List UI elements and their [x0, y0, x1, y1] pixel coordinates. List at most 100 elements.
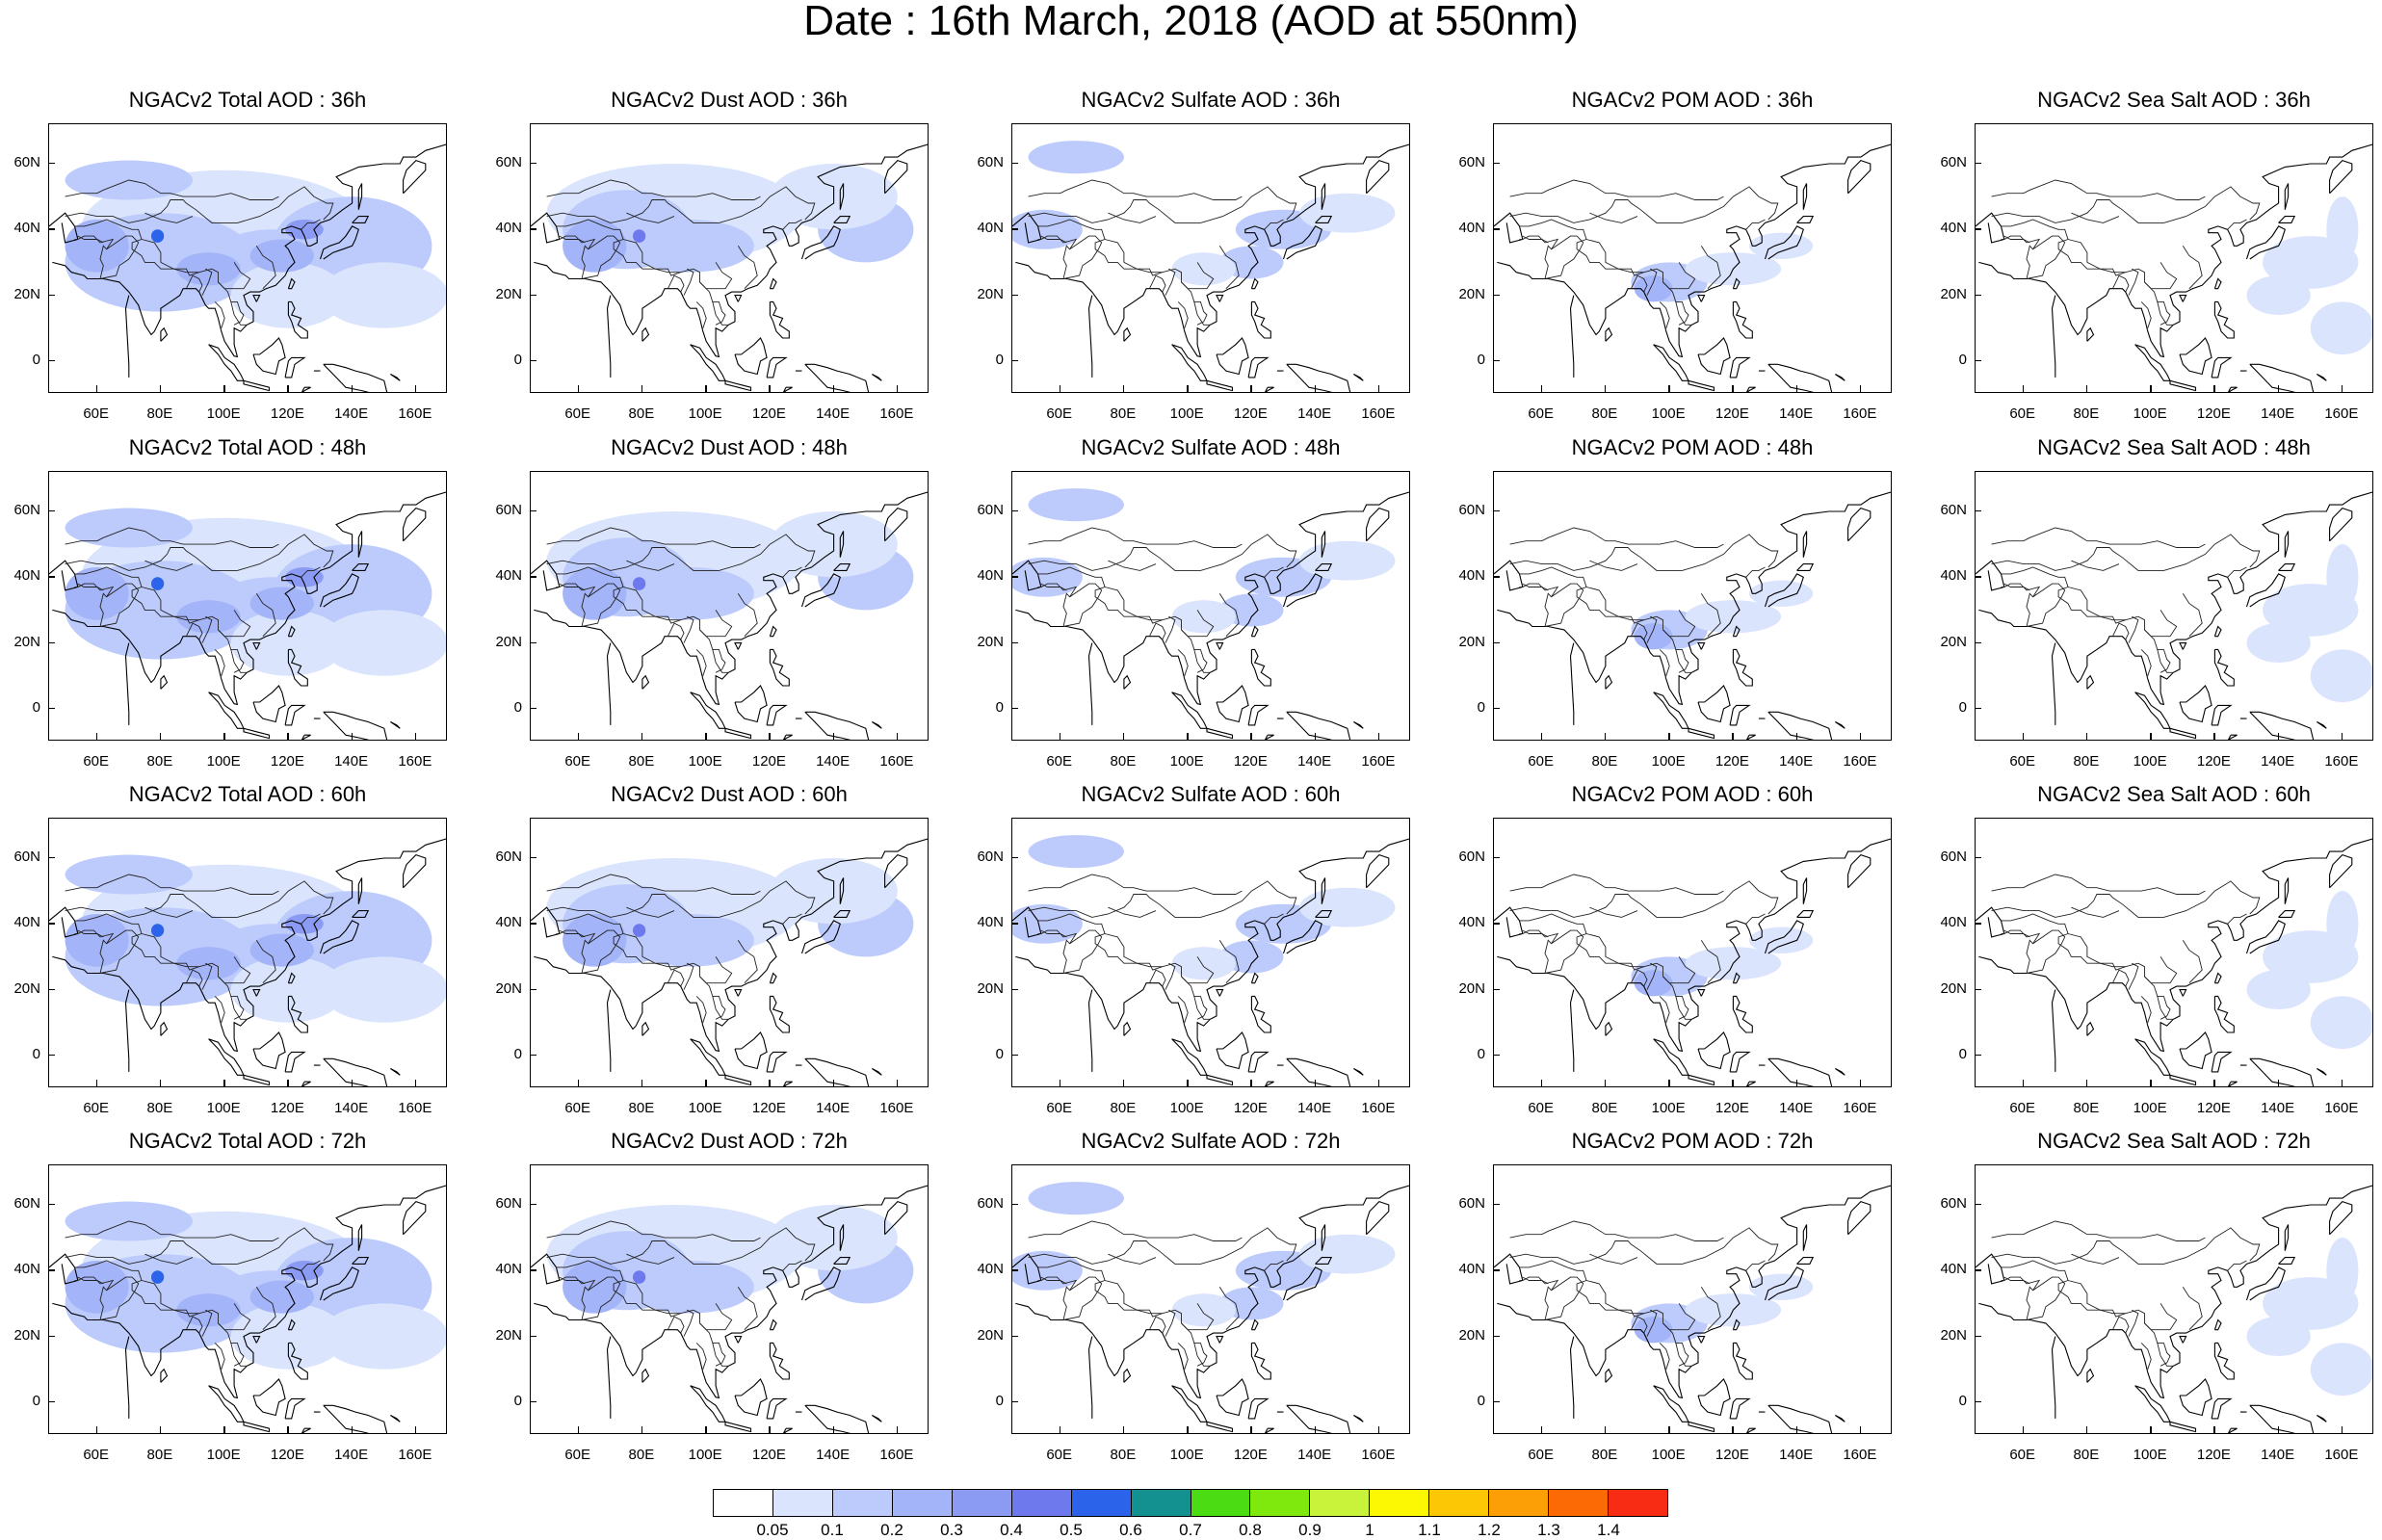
- coastline: [2213, 277, 2222, 290]
- lat-tick: [1011, 856, 1018, 859]
- lon-tick: [414, 1426, 417, 1434]
- coastline: [1732, 277, 1741, 290]
- lon-tick: [705, 733, 707, 741]
- panel-title: NGACv2 POM AOD : 48h: [1571, 435, 1814, 459]
- coastline: [800, 1266, 841, 1301]
- country-border: [667, 1316, 685, 1334]
- lat-tick: [48, 228, 55, 230]
- lon-tick: [2022, 1426, 2025, 1434]
- lon-tick: [1059, 1080, 1061, 1087]
- aod-patch: [1299, 1234, 1396, 1274]
- lon-label: 60E: [83, 1100, 110, 1116]
- aod-patch: [1028, 835, 1124, 869]
- country-border: [1585, 1280, 1644, 1318]
- country-border: [626, 212, 675, 223]
- coastline: [208, 692, 245, 729]
- country-border: [74, 235, 115, 250]
- coastline: [1802, 183, 1808, 210]
- coastline: [884, 1200, 908, 1236]
- coastline: [1978, 1185, 2372, 1399]
- lat-tick: [48, 1054, 55, 1057]
- country-border: [233, 262, 251, 289]
- map-frame: [48, 1164, 447, 1434]
- aod-patch: [1299, 193, 1396, 233]
- colorbar-swatch: [1131, 1490, 1191, 1516]
- lat-tick: [48, 707, 55, 710]
- coastline: [319, 920, 359, 954]
- aod-patch: [65, 220, 129, 273]
- country-border: [546, 1220, 761, 1241]
- panel-title: NGACv2 Total AOD : 48h: [128, 435, 367, 459]
- country-border: [1196, 1303, 1215, 1330]
- country-border: [230, 649, 248, 673]
- lat-label: 20N: [977, 285, 1004, 302]
- lat-tick: [1011, 1269, 1018, 1271]
- lon-tick: [1122, 1080, 1125, 1087]
- map-panel-total-2: NGACv2 Total AOD : 48h 60N 40N 20N 0 60E 80E 10…: [0, 436, 462, 773]
- lon-tick: [641, 1426, 643, 1434]
- country-border: [559, 583, 586, 591]
- country-border: [556, 235, 596, 250]
- aod-map: [1494, 1185, 1891, 1433]
- lon-tick: [1122, 1426, 1125, 1434]
- country-border: [2157, 649, 2174, 673]
- lon-label: 60E: [564, 405, 591, 422]
- lat-label: 40N: [977, 914, 1004, 931]
- coastline: [1729, 704, 1751, 726]
- country-border: [214, 1343, 225, 1370]
- lon-tick: [1187, 1080, 1189, 1087]
- lon-label: 100E: [688, 1100, 722, 1116]
- lat-tick: [530, 294, 537, 297]
- country-border: [1589, 560, 1638, 571]
- country-border: [1037, 929, 1078, 945]
- lon-label: 80E: [2073, 753, 2100, 770]
- colorbar-swatch: [1191, 1490, 1251, 1516]
- lat-label: 40N: [1458, 1261, 1485, 1278]
- aod-patch: [1748, 580, 1814, 607]
- lat-tick: [530, 707, 537, 710]
- lon-label: 60E: [564, 1100, 591, 1116]
- country-border: [2111, 274, 2130, 293]
- lat-label: 60N: [13, 153, 40, 170]
- coastline: [1767, 1057, 1833, 1086]
- aod-patch: [230, 262, 347, 328]
- aod-patch: [2310, 301, 2372, 355]
- coastline: [2134, 344, 2171, 381]
- lat-tick: [1493, 641, 1500, 644]
- country-border: [1991, 874, 2206, 895]
- colorbar-label: 1.3: [1537, 1521, 1560, 1539]
- country-border: [2182, 246, 2203, 290]
- aod-patch: [230, 956, 347, 1023]
- lon-tick: [95, 385, 98, 393]
- lon-tick: [351, 1426, 353, 1434]
- country-border: [65, 874, 279, 895]
- lon-tick: [1059, 385, 1061, 393]
- coastline: [1123, 674, 1132, 690]
- country-border: [2144, 976, 2171, 1020]
- lat-label: 40N: [1458, 567, 1485, 585]
- lon-label: 60E: [1528, 405, 1555, 422]
- coastline: [2051, 295, 2056, 378]
- coastline: [2245, 1266, 2286, 1301]
- coastline: [1494, 906, 1524, 938]
- lon-tick: [2213, 733, 2215, 741]
- lon-label: 140E: [1297, 405, 1332, 422]
- country-border: [77, 1276, 104, 1285]
- lon-tick: [2022, 1080, 2025, 1087]
- lat-tick: [1011, 294, 1018, 297]
- lat-label: 40N: [495, 220, 522, 237]
- country-border: [2128, 1309, 2139, 1337]
- country-border: [1165, 615, 1176, 643]
- coastline: [800, 920, 841, 954]
- coastline: [766, 1051, 788, 1073]
- aod-patch: [626, 914, 754, 967]
- country-border: [2111, 969, 2130, 987]
- country-border: [712, 1343, 729, 1367]
- lat-label: 40N: [1458, 220, 1485, 237]
- country-border: [1062, 583, 1103, 627]
- coastline: [1653, 1038, 1689, 1076]
- lon-tick: [159, 385, 162, 393]
- coastline: [52, 838, 446, 1053]
- country-border: [1630, 274, 1648, 293]
- coastline: [2179, 1031, 2212, 1070]
